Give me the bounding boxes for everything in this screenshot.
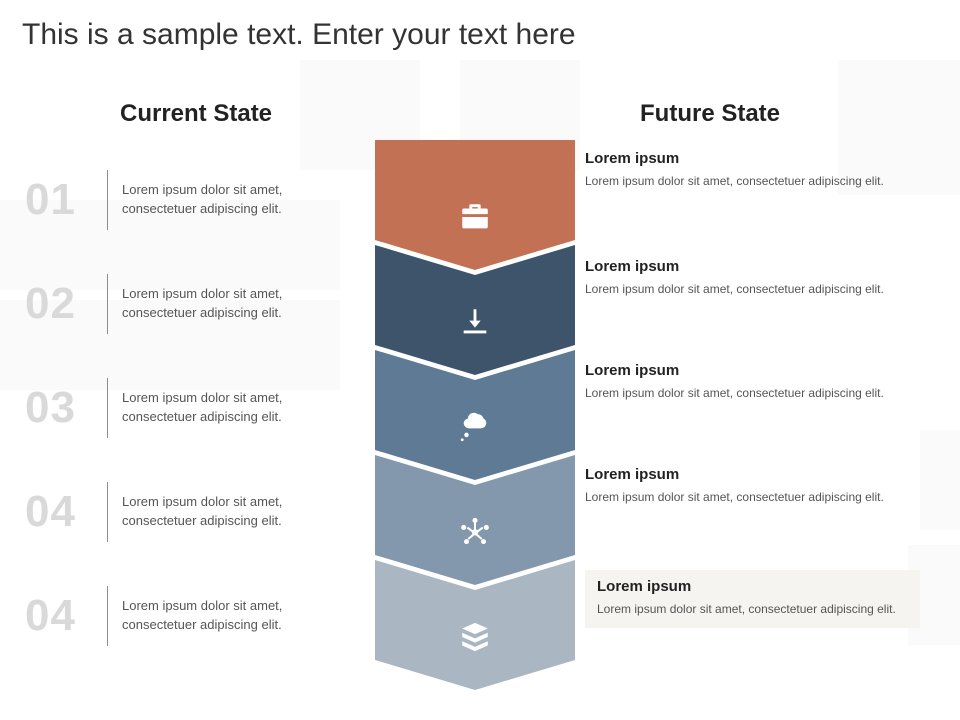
slide: This is a sample text. Enter your text h… (0, 0, 960, 720)
item-number: 03 (25, 386, 105, 430)
item-title: Lorem ipsum (585, 258, 920, 275)
item-text: Lorem ipsum dolor sit amet, consectetuer… (122, 285, 332, 323)
divider (107, 274, 108, 334)
heading-future-state: Future State (640, 100, 780, 128)
item-number: 04 (25, 490, 105, 534)
future-item-4: Lorem ipsum Lorem ipsum dolor sit amet, … (585, 466, 920, 506)
item-text: Lorem ipsum dolor sit amet, consectetuer… (585, 489, 895, 506)
download-icon (375, 305, 575, 339)
page-title: This is a sample text. Enter your text h… (22, 18, 576, 52)
item-title: Lorem ipsum (585, 150, 920, 167)
item-text: Lorem ipsum dolor sit amet, consectetuer… (585, 173, 895, 190)
item-text: Lorem ipsum dolor sit amet, consectetuer… (122, 389, 332, 427)
item-number: 02 (25, 282, 105, 326)
future-item-5: Lorem ipsum Lorem ipsum dolor sit amet, … (585, 570, 920, 628)
current-item-5: 04 Lorem ipsum dolor sit amet, consectet… (25, 570, 355, 662)
network-icon (375, 515, 575, 549)
divider (107, 378, 108, 438)
divider (107, 170, 108, 230)
current-item-2: 02 Lorem ipsum dolor sit amet, consectet… (25, 258, 355, 350)
future-item-1: Lorem ipsum Lorem ipsum dolor sit amet, … (585, 150, 920, 190)
heading-current-state: Current State (120, 100, 272, 128)
bg-block (920, 430, 960, 530)
current-item-1: 01 Lorem ipsum dolor sit amet, consectet… (25, 154, 355, 246)
item-text: Lorem ipsum dolor sit amet, consectetuer… (585, 281, 895, 298)
divider (107, 586, 108, 646)
item-text: Lorem ipsum dolor sit amet, consectetuer… (122, 597, 332, 635)
stack-icon (375, 620, 575, 654)
chevron-stack (375, 140, 575, 700)
item-title: Lorem ipsum (597, 578, 908, 595)
item-title: Lorem ipsum (585, 362, 920, 379)
item-text: Lorem ipsum dolor sit amet, consectetuer… (122, 181, 332, 219)
item-text: Lorem ipsum dolor sit amet, consectetuer… (585, 385, 895, 402)
divider (107, 482, 108, 542)
current-item-3: 03 Lorem ipsum dolor sit amet, consectet… (25, 362, 355, 454)
thought-icon (375, 410, 575, 444)
current-item-4: 04 Lorem ipsum dolor sit amet, consectet… (25, 466, 355, 558)
item-text: Lorem ipsum dolor sit amet, consectetuer… (597, 601, 907, 618)
item-text: Lorem ipsum dolor sit amet, consectetuer… (122, 493, 332, 531)
item-title: Lorem ipsum (585, 466, 920, 483)
future-item-2: Lorem ipsum Lorem ipsum dolor sit amet, … (585, 258, 920, 298)
chevron-5 (375, 560, 575, 690)
briefcase-icon (375, 200, 575, 234)
future-item-3: Lorem ipsum Lorem ipsum dolor sit amet, … (585, 362, 920, 402)
item-number: 01 (25, 178, 105, 222)
item-number: 04 (25, 594, 105, 638)
